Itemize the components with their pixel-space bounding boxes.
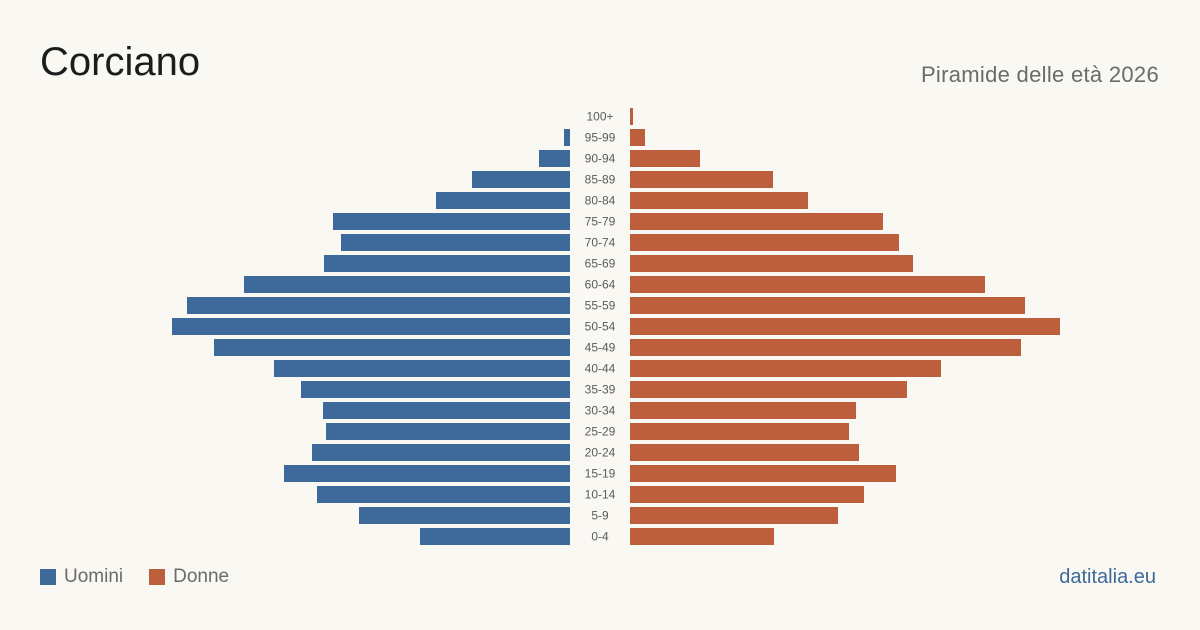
- bar-men-0-4: [420, 528, 570, 545]
- bar-women-10-14: [630, 486, 864, 503]
- age-label-65-69: 65-69: [585, 257, 616, 271]
- age-label-35-39: 35-39: [585, 383, 616, 397]
- bar-women-55-59: [630, 297, 1025, 314]
- bar-men-20-24: [312, 444, 570, 461]
- legend-swatch-men: [40, 569, 56, 585]
- age-label-20-24: 20-24: [585, 446, 616, 460]
- bar-women-95-99: [630, 129, 645, 146]
- bar-men-95-99: [564, 129, 570, 146]
- bar-men-30-34: [323, 402, 570, 419]
- bar-women-20-24: [630, 444, 859, 461]
- bar-men-85-89: [472, 171, 570, 188]
- bar-women-50-54: [630, 318, 1060, 335]
- age-label-10-14: 10-14: [585, 488, 616, 502]
- legend-item-women: Donne: [149, 566, 229, 588]
- age-label-0-4: 0-4: [591, 530, 609, 544]
- bar-men-35-39: [301, 381, 570, 398]
- bar-men-70-74: [341, 234, 570, 251]
- bar-men-60-64: [244, 276, 570, 293]
- bar-men-75-79: [333, 213, 570, 230]
- bar-women-85-89: [630, 171, 773, 188]
- bar-men-25-29: [326, 423, 570, 440]
- bar-women-80-84: [630, 192, 808, 209]
- age-label-25-29: 25-29: [585, 425, 616, 439]
- bar-men-80-84: [436, 192, 570, 209]
- bar-women-70-74: [630, 234, 899, 251]
- bar-men-65-69: [324, 255, 570, 272]
- age-label-55-59: 55-59: [585, 299, 616, 313]
- age-label-5-9: 5-9: [591, 509, 609, 523]
- page-title: Corciano: [40, 40, 201, 84]
- bar-men-10-14: [317, 486, 570, 503]
- bar-men-45-49: [214, 339, 570, 356]
- bar-women-5-9: [630, 507, 838, 524]
- age-label-30-34: 30-34: [585, 404, 616, 418]
- legend-label-men: Uomini: [64, 566, 124, 587]
- bar-men-5-9: [359, 507, 570, 524]
- site-link[interactable]: datitalia.eu: [1059, 566, 1156, 588]
- chart-legend: Uomini Donne: [40, 566, 255, 588]
- bar-women-30-34: [630, 402, 856, 419]
- bar-women-0-4: [630, 528, 774, 545]
- legend-swatch-women: [149, 569, 166, 585]
- age-label-70-74: 70-74: [585, 236, 616, 250]
- bar-women-40-44: [630, 360, 941, 377]
- bar-women-60-64: [630, 276, 985, 293]
- age-label-75-79: 75-79: [585, 215, 616, 229]
- age-label-85-89: 85-89: [585, 173, 616, 187]
- bar-women-35-39: [630, 381, 907, 398]
- age-label-15-19: 15-19: [585, 467, 616, 481]
- bar-women-75-79: [630, 213, 883, 230]
- bar-men-15-19: [284, 465, 570, 482]
- legend-label-women: Donne: [173, 566, 230, 587]
- bar-men-90-94: [539, 150, 570, 167]
- legend-item-men: Uomini: [40, 566, 123, 588]
- bar-women-25-29: [630, 423, 849, 440]
- bar-women-15-19: [630, 465, 896, 482]
- age-label-80-84: 80-84: [585, 194, 616, 208]
- bar-men-55-59: [187, 297, 570, 314]
- age-label-90-94: 90-94: [585, 152, 616, 166]
- chart-subtitle: Piramide delle età 2026: [920, 62, 1159, 87]
- age-label-60-64: 60-64: [585, 278, 616, 292]
- bar-men-50-54: [172, 318, 570, 335]
- bar-women-65-69: [630, 255, 913, 272]
- age-label-50-54: 50-54: [585, 320, 616, 334]
- bar-men-40-44: [274, 360, 570, 377]
- bar-women-45-49: [630, 339, 1021, 356]
- age-label-45-49: 45-49: [585, 341, 616, 355]
- age-label-100plus: 100+: [586, 110, 613, 124]
- age-label-95-99: 95-99: [585, 131, 616, 145]
- bar-women-90-94: [630, 150, 700, 167]
- age-label-40-44: 40-44: [585, 362, 616, 376]
- bar-women-100plus: [630, 108, 633, 125]
